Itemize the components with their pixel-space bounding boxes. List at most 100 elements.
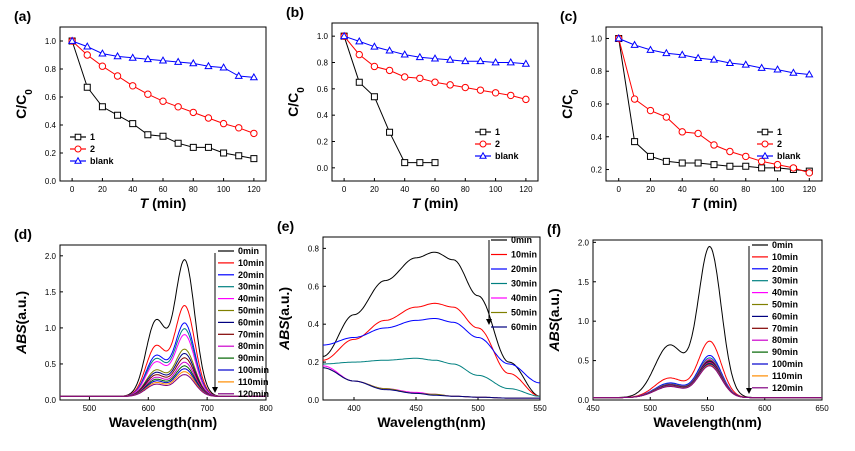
data-point (174, 103, 182, 111)
x-tick-label: 500 (83, 404, 97, 413)
y-tick-label: 0.4 (308, 320, 320, 329)
data-point (144, 90, 152, 98)
panel-label: (b) (286, 4, 304, 20)
data-point (174, 139, 182, 147)
data-point (630, 40, 639, 48)
y-axis-label: ABS(a.u.) (546, 288, 562, 352)
data-point (461, 83, 469, 92)
legend-label: 30min (772, 276, 798, 286)
y-tick-label: 0.4 (317, 111, 329, 120)
legend-label: 70min (772, 323, 798, 333)
legend-label: 0min (238, 246, 259, 256)
data-point (98, 62, 107, 70)
data-point (250, 129, 258, 138)
y-tick-label: 0.2 (45, 149, 57, 158)
data-point (631, 138, 639, 146)
legend-label: blank (777, 151, 802, 161)
series-line (60, 352, 266, 397)
x-axis-label: Wavelength(nm) (109, 414, 217, 430)
data-point (401, 73, 409, 81)
data-point (400, 50, 409, 58)
data-point (431, 78, 439, 86)
legend: 1 2 blank (475, 127, 520, 161)
series-line (60, 365, 266, 397)
data-point (339, 31, 349, 40)
data-point (445, 55, 455, 63)
data-point (646, 45, 655, 53)
panel-label: (a) (14, 8, 31, 24)
x-tick-label: 80 (741, 185, 750, 194)
legend-label: 40min (772, 288, 798, 298)
y-axis-label: ABS(a.u.) (276, 287, 292, 351)
legend-label: 90min (772, 347, 798, 357)
data-point (114, 111, 122, 119)
y-axis-label: C/C0 (559, 89, 581, 119)
x-tick-label: 60 (159, 185, 168, 194)
legend-label: blank (90, 156, 115, 166)
data-point (678, 50, 687, 58)
y-tick-label: 1.5 (578, 278, 590, 287)
y-tick-label: 0.4 (45, 121, 57, 130)
series-line (60, 374, 266, 397)
y-tick-label: 1.0 (591, 34, 603, 43)
data-point (678, 159, 686, 167)
data-point (370, 62, 379, 71)
plot-frame (59, 244, 267, 401)
data-layer (323, 251, 540, 399)
x-axis-label: Wavelength(nm) (377, 414, 485, 430)
y-tick-label: 0.8 (591, 67, 603, 76)
series-line (323, 357, 540, 397)
x-tick-label: 700 (200, 404, 214, 413)
data-point (522, 95, 530, 104)
y-axis-label: C/C0 (13, 89, 35, 119)
data-point (249, 72, 259, 81)
x-axis-label: Wavelength(nm) (653, 414, 761, 430)
legend-label: 50min (772, 300, 798, 310)
legend-label: 60min (238, 317, 264, 327)
data-point (757, 157, 766, 166)
data-point (250, 155, 258, 163)
data-point (726, 162, 734, 170)
data-point (461, 56, 470, 65)
data-point (430, 54, 440, 62)
legend-label: 40min (238, 294, 264, 304)
data-point (476, 56, 485, 65)
panel-label: (f) (547, 221, 561, 237)
y-tick-label: 0.6 (317, 85, 329, 94)
data-point (710, 141, 718, 149)
data-point (630, 95, 639, 103)
legend-marker (479, 140, 487, 148)
y-tick-label: 0.8 (317, 59, 329, 68)
data-point (159, 97, 167, 105)
y-tick-label: 1.0 (45, 37, 57, 46)
legend-marker (761, 128, 769, 136)
data-point (219, 63, 228, 71)
x-tick-label: 20 (370, 185, 379, 194)
data-point (144, 131, 152, 139)
series-line (60, 334, 266, 397)
x-tick-label: 800 (259, 404, 273, 413)
x-tick-label: 120 (247, 185, 261, 194)
x-tick-label: 100 (771, 185, 785, 194)
x-tick-label: 400 (347, 404, 361, 413)
x-tick-label: 40 (128, 185, 137, 194)
data-point (415, 52, 425, 61)
data-point (662, 48, 671, 57)
legend-label: 0min (511, 235, 532, 245)
data-point (758, 164, 766, 172)
legend-label: 110min (772, 371, 803, 381)
series-line (60, 348, 266, 397)
series-line (323, 367, 540, 399)
legend-label: 90min (238, 353, 264, 363)
y-tick-label: 1.0 (578, 317, 590, 326)
x-axis-label: T (min) (412, 195, 459, 211)
panel-c: 0 20 40 60 80 100 120 0.2 0.4 0.6 0.8 1.0 (c) T (min)… (559, 8, 823, 211)
legend: 1 2 blank (757, 127, 802, 161)
data-point (805, 70, 814, 78)
data-point (83, 42, 92, 50)
y-tick-label: 0.8 (308, 244, 320, 253)
legend-label: 80min (772, 335, 798, 345)
x-tick-label: 600 (142, 404, 156, 413)
